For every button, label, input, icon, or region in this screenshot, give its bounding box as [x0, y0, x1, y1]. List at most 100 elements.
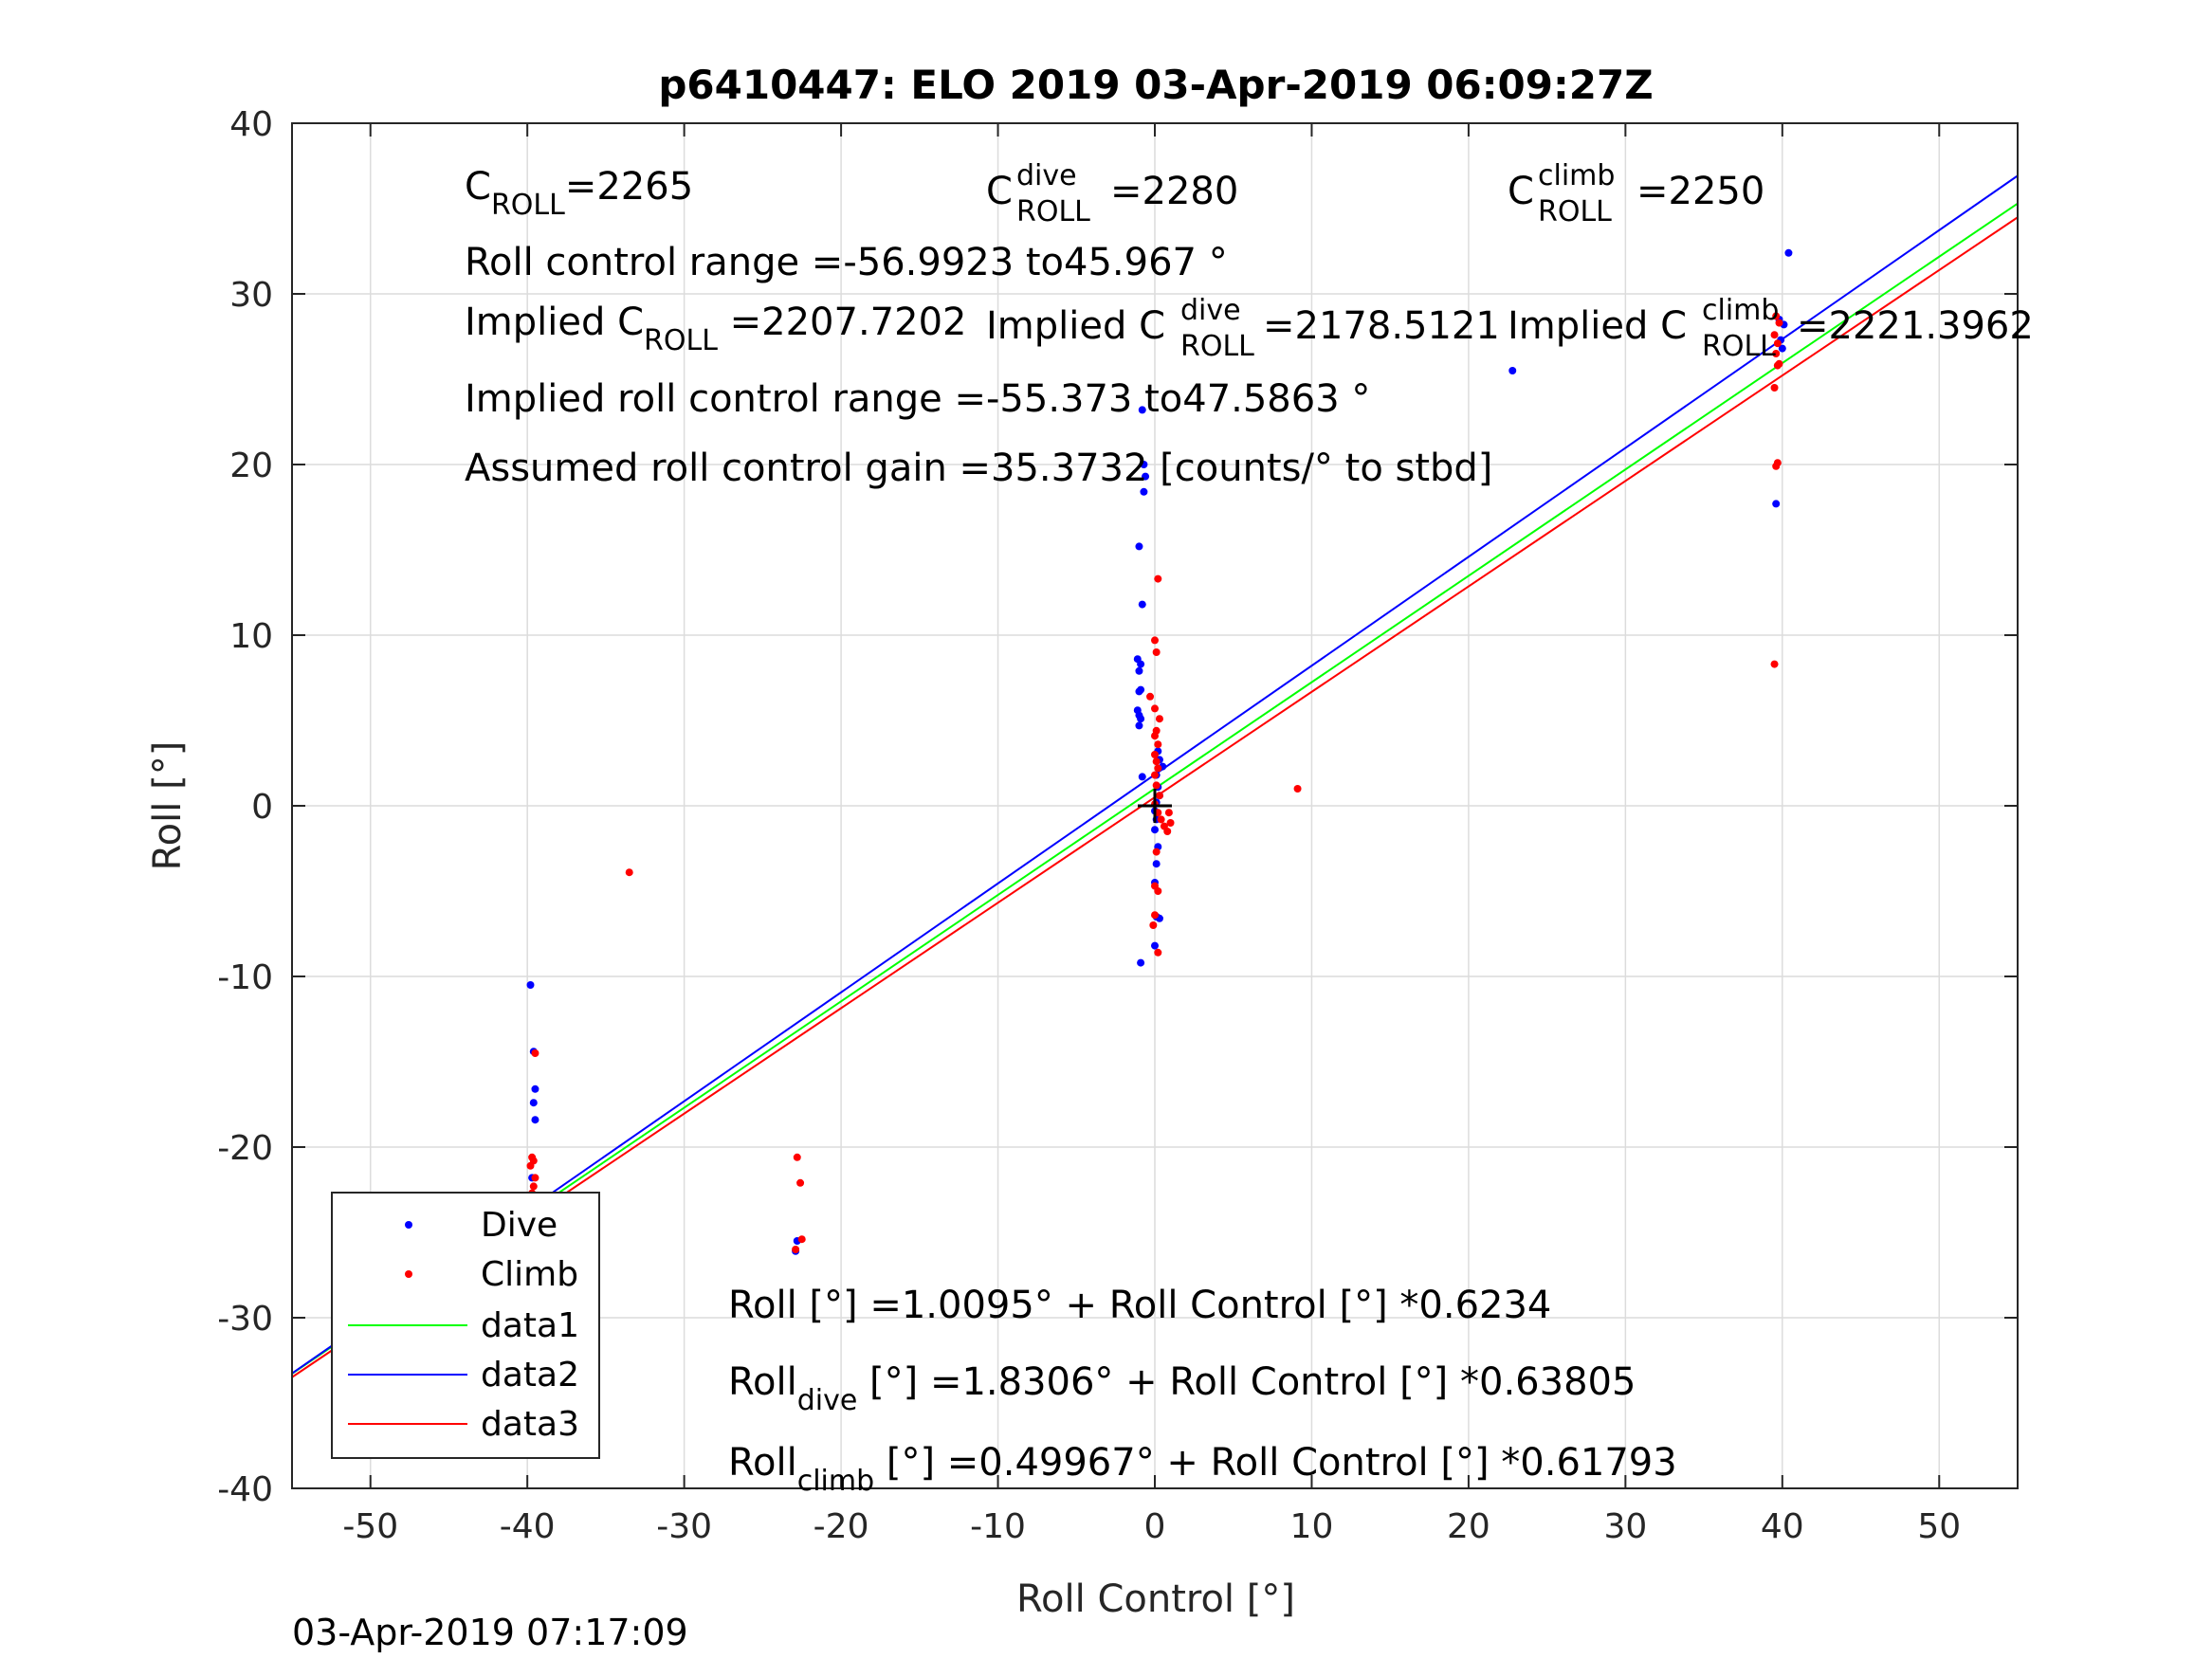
dive-point — [1137, 715, 1145, 723]
annotation-implied-c-roll-dive-value: =2178.5121 — [1263, 304, 1500, 348]
dive-point — [1138, 600, 1146, 609]
x-tick-label: 20 — [1447, 1507, 1490, 1546]
annotation-implied-c-roll-climb: Implied C — [1508, 304, 1687, 348]
climb-point — [1152, 757, 1161, 766]
climb-point — [1152, 648, 1161, 656]
x-axis-label: Roll Control [°] — [1016, 1577, 1295, 1621]
climb-point — [1146, 692, 1155, 701]
climb-point — [1775, 319, 1783, 327]
climb-point — [1770, 384, 1779, 392]
climb-point — [1154, 574, 1162, 583]
equation-fit-all: Roll [°] =1.0095° + Roll Control [°] *0.… — [728, 1284, 1551, 1327]
dive-point — [1140, 461, 1148, 468]
annotation-implied-c-roll-climb-sup: climb — [1702, 294, 1779, 327]
x-tick-label: -40 — [500, 1507, 556, 1546]
annotation-implied-c-roll-climb-sub: ROLL — [1702, 330, 1776, 363]
climb-point — [797, 1235, 806, 1244]
dive-point — [1151, 826, 1159, 834]
x-tick-label: 10 — [1290, 1507, 1334, 1546]
legend-marker-dive — [405, 1221, 412, 1229]
annotation-roll-control-range: Roll control range =-56.9923 to45.967 ° — [465, 241, 1228, 284]
climb-point — [1164, 809, 1173, 817]
climb-point — [531, 1174, 539, 1182]
annotation-c-roll-climb-sub: ROLL — [1538, 195, 1612, 228]
x-tick-label: 50 — [1917, 1507, 1961, 1546]
equation-fit-dive: Rolldive [°] =1.8306° + Roll Control [°]… — [728, 1360, 1636, 1417]
x-tick-label: -10 — [970, 1507, 1026, 1546]
dive-point — [1138, 406, 1146, 414]
x-tick-label: -20 — [814, 1507, 869, 1546]
climb-point — [529, 1182, 538, 1191]
annotation-gain: Assumed roll control gain =35.3732 [coun… — [465, 447, 1492, 490]
dive-point — [1138, 773, 1146, 781]
climb-point — [1151, 751, 1159, 758]
y-tick-label: -40 — [217, 1470, 273, 1509]
annotation-c-roll-dive-sup: dive — [1016, 159, 1077, 192]
legend-label-data1: data1 — [481, 1306, 579, 1345]
annotation-implied-c-roll-climb-value: =2221.3962 — [1797, 304, 2034, 348]
climb-point — [526, 1161, 535, 1170]
climb-point — [1154, 948, 1162, 957]
climb-point — [793, 1153, 801, 1161]
legend-label-data3: data3 — [481, 1405, 579, 1444]
climb-point — [796, 1178, 805, 1187]
x-tick-label: -50 — [342, 1507, 398, 1546]
dive-point — [1137, 958, 1145, 967]
climb-point — [1152, 781, 1161, 790]
climb-point — [1155, 792, 1163, 800]
y-tick-label: 20 — [229, 447, 273, 485]
annotation-c-roll-dive: C — [986, 170, 1013, 213]
climb-point — [1155, 715, 1163, 723]
annotation-c-roll-climb-sup: climb — [1538, 159, 1615, 192]
legend: Dive Climb data1 data2 data3 — [331, 1192, 600, 1459]
dive-point — [1135, 721, 1143, 730]
climb-point — [1773, 339, 1782, 348]
climb-point — [1154, 764, 1162, 773]
climb-point — [1157, 815, 1165, 824]
dive-point — [529, 1099, 538, 1107]
climb-point — [1772, 462, 1781, 470]
legend-label-climb: Climb — [481, 1255, 578, 1294]
dive-point — [1135, 666, 1143, 675]
y-tick-label: -20 — [217, 1129, 273, 1168]
dive-point — [1135, 542, 1143, 551]
y-tick-label: -30 — [217, 1300, 273, 1339]
climb-point — [531, 1049, 539, 1057]
x-tick-label: 30 — [1603, 1507, 1647, 1546]
climb-point — [1772, 350, 1781, 357]
climb-point — [1151, 636, 1159, 645]
climb-point — [1163, 828, 1172, 835]
dive-point — [526, 981, 535, 989]
annotation-implied-c-roll-dive: Implied C — [986, 304, 1165, 348]
legend-label-data2: data2 — [481, 1356, 579, 1395]
dive-point — [1135, 687, 1143, 696]
annotation-c-roll: CROLL=2265 — [465, 165, 693, 222]
annotation-implied-range: Implied roll control range =-55.373 to47… — [465, 377, 1370, 421]
climb-point — [1154, 740, 1162, 749]
dive-point — [1137, 660, 1145, 668]
annotation-c-roll-dive-sub: ROLL — [1016, 195, 1090, 228]
annotation-implied-c-roll: Implied CROLL =2207.7202 — [465, 301, 966, 357]
climb-point — [1770, 660, 1779, 668]
annotation-c-roll-dive-value: =2280 — [1110, 170, 1238, 213]
legend-marker-climb — [405, 1270, 412, 1278]
chart-title: p6410447: ELO 2019 03-Apr-2019 06:09:27Z — [658, 62, 1653, 108]
dive-point — [1772, 500, 1781, 508]
y-tick-label: 10 — [229, 617, 273, 656]
climb-point — [792, 1246, 800, 1253]
climb-point — [1293, 785, 1302, 793]
annotation-implied-c-roll-dive-sub: ROLL — [1180, 330, 1254, 363]
climb-point — [1151, 771, 1159, 779]
y-tick-label: 30 — [229, 276, 273, 315]
dive-point — [1508, 367, 1517, 374]
climb-point — [1149, 921, 1158, 929]
x-tick-label: 0 — [1144, 1507, 1166, 1546]
climb-point — [1772, 312, 1781, 320]
climb-point — [1151, 704, 1159, 713]
climb-point — [625, 868, 633, 877]
climb-point — [1166, 819, 1175, 827]
y-tick-label: 0 — [251, 788, 273, 827]
dive-point — [1151, 941, 1159, 950]
annotation-c-roll-climb-value: =2250 — [1636, 170, 1764, 213]
